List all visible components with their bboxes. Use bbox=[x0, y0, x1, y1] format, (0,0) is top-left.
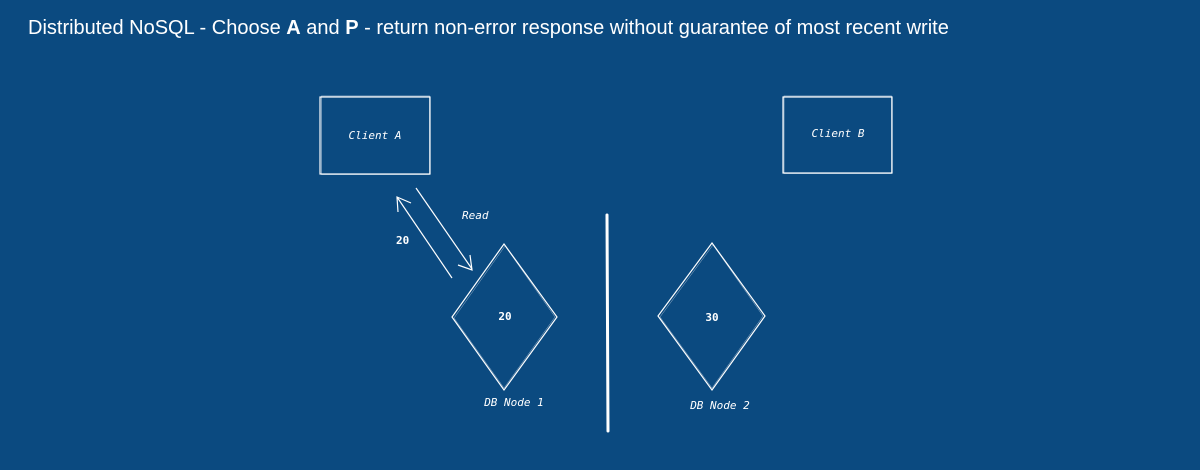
db-node-2-diamond bbox=[657, 241, 766, 392]
client-a-box bbox=[319, 95, 431, 175]
title-p: P bbox=[345, 17, 359, 39]
db-node-1-label: DB Node 1 bbox=[483, 396, 544, 409]
title-suffix: - return non-error response without guar… bbox=[358, 17, 949, 39]
response-arrow bbox=[396, 196, 453, 279]
db-node-2-value: 30 bbox=[705, 311, 718, 324]
page-title: Distributed NoSQL - Choose A and P - ret… bbox=[28, 15, 949, 41]
title-a: A bbox=[286, 17, 301, 39]
db-node-1-diamond bbox=[451, 242, 558, 392]
db-node-1-value: 20 bbox=[498, 310, 511, 323]
client-a-label: Client A bbox=[349, 129, 402, 142]
title-prefix: Distributed NoSQL - Choose bbox=[28, 17, 287, 39]
client-b-box bbox=[782, 95, 893, 174]
client-b-label: Client B bbox=[812, 127, 865, 140]
partition-line bbox=[605, 213, 610, 433]
response-value: 20 bbox=[396, 234, 409, 247]
read-arrow bbox=[415, 187, 473, 271]
db-node-2-label: DB Node 2 bbox=[689, 399, 750, 412]
title-and: and bbox=[300, 17, 346, 39]
read-label: Read bbox=[462, 209, 489, 222]
